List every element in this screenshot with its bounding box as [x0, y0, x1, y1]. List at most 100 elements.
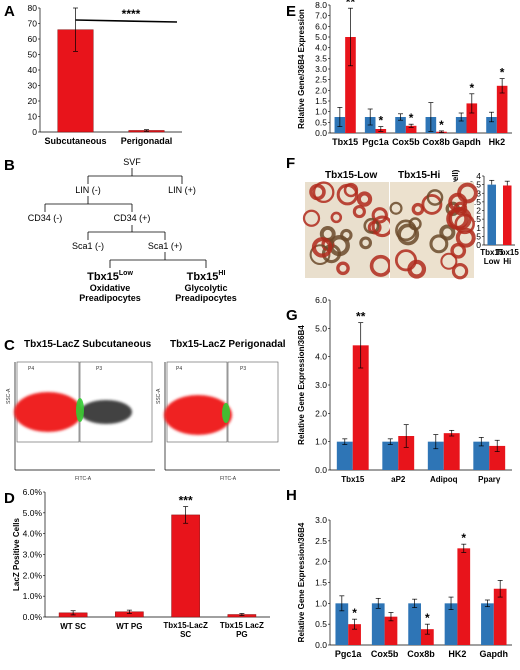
significance-label: *	[461, 531, 466, 545]
micrograph-tbx15-low	[302, 181, 394, 278]
flow-red-cluster-pg	[164, 395, 232, 435]
tree-node-oxidative-preadipocytes: Preadipocytes	[79, 293, 141, 303]
significance-label: **	[356, 310, 366, 324]
category-label: Subcutaneous	[44, 136, 106, 146]
flow-black-cluster-sc	[80, 400, 132, 424]
category-label: Pgc1a	[362, 137, 390, 147]
lipid-droplet-cell	[389, 201, 403, 215]
y-axis-title: LacZ Positive Cells	[12, 517, 21, 590]
y-tick-label: 0	[32, 127, 37, 137]
lipid-droplet-cell	[302, 209, 321, 227]
micrograph-tbx15-hi	[389, 182, 478, 280]
flow-gate-right-pg	[227, 361, 279, 443]
flow-red-cluster-sc	[14, 392, 82, 432]
flow-green-gate-pg	[222, 403, 230, 423]
lipid-droplet-cell	[330, 211, 343, 224]
lipid-droplet-cell	[311, 237, 333, 258]
significance-label: *	[439, 118, 444, 132]
tree-node-sca1-pos: Sca1 (+)	[148, 241, 182, 251]
flow-gate-label-p4-sc: P4	[28, 366, 34, 372]
tree-node-lin-neg: LIN (-)	[75, 185, 101, 195]
y-tick-label: 6.0	[315, 295, 327, 305]
y-axis-title: Relative Gene Expression/36B4	[297, 522, 306, 642]
lipid-droplet-cell	[421, 193, 443, 215]
panel-label-c: C	[4, 337, 15, 354]
y-tick-label: 30	[28, 81, 38, 91]
lipid-droplet-cell	[369, 254, 392, 277]
tree-node-tbx15-low-base: Tbx15	[87, 271, 119, 283]
y-tick-label: 1.0%	[23, 591, 43, 601]
tree-node-lin-pos: LIN (+)	[168, 185, 196, 195]
lipid-droplet-cell	[363, 217, 380, 234]
bar	[489, 445, 506, 470]
category-label: WT SC	[60, 622, 86, 631]
chart-g: 0.0 1.0 2.0 3.0 4.0 5.0 6.0 Relative Gene Expre…	[297, 295, 512, 484]
bar	[487, 184, 497, 245]
panel-label-g: G	[286, 307, 298, 324]
flow-x-axis-sc: FITC-A	[75, 476, 92, 482]
tree-node-svf: SVF	[123, 157, 141, 167]
y-tick-label: 50	[28, 50, 38, 60]
lipid-droplet-cell	[343, 182, 359, 198]
y-tick-label: 1.5	[315, 578, 327, 588]
significance-label: ***	[179, 494, 193, 508]
flow-title-perigonadal: Tbx15-LacZ Perigonadal	[170, 339, 286, 350]
category-label: Adipoq	[430, 475, 458, 484]
lipid-droplet-cell	[352, 205, 366, 219]
lipid-droplet-cell	[451, 262, 469, 280]
category-label: Low	[484, 257, 501, 266]
y-tick-label: 0.0	[315, 640, 327, 650]
bar	[473, 441, 490, 470]
bar	[352, 345, 369, 470]
y-axis-title: Relative Gene/36B4 Expression	[297, 9, 306, 129]
y-tick-label: 5.0	[315, 323, 327, 333]
y-tick-label: 2.0%	[23, 570, 43, 580]
significance-label: *	[352, 606, 357, 620]
lipid-droplet-cell	[455, 227, 476, 248]
bar	[382, 441, 399, 470]
chart-a: 0 10 20 30 40 50 60 70 80 Subcutaneous Perigonadal…	[28, 3, 182, 146]
y-tick-label: 4.0%	[23, 529, 43, 539]
lipid-droplet-cell	[336, 261, 350, 276]
lipid-droplet-cell	[426, 189, 444, 206]
lipid-droplet-cell	[356, 191, 373, 207]
category-label: Tbx15	[480, 248, 504, 257]
flow-gate-label-p3-pg: P3	[240, 366, 246, 372]
category-label: Gapdh	[480, 649, 509, 659]
category-label: Pgc1a	[335, 649, 363, 659]
lipid-droplet-cell	[359, 236, 373, 250]
y-tick-label: 2.5	[315, 536, 327, 546]
bar	[466, 103, 478, 133]
image-title-tbx15-hi: Tbx15-Hi	[398, 170, 440, 181]
y-tick-label: 6.0%	[23, 487, 43, 497]
y-tick-label: 3.5	[315, 53, 327, 63]
y-tick-label: 0.5	[315, 117, 327, 127]
bar	[443, 433, 460, 470]
y-tick-label: 1.0	[315, 437, 327, 447]
panel-label-b: B	[4, 157, 15, 174]
category-label: Perigonadal	[121, 136, 173, 146]
panel-label-a: A	[4, 3, 15, 20]
category-label: Pparγ	[478, 475, 501, 484]
panel-label-f: F	[286, 155, 295, 172]
tree-node-cd34-neg: CD34 (-)	[28, 213, 63, 223]
tree-node-tbx15-low: Tbx15Low	[87, 270, 133, 283]
bar	[457, 548, 471, 645]
bar	[421, 629, 434, 645]
significance-label: *	[469, 81, 474, 95]
category-label: Cox5b	[371, 649, 399, 659]
tree-node-tbx15-hi-base: Tbx15	[187, 271, 219, 283]
y-tick-label: 0.0	[315, 465, 327, 475]
bar	[502, 185, 512, 245]
y-tick-label: 0	[476, 240, 481, 250]
bar	[496, 85, 508, 133]
lipid-droplet-cell	[439, 224, 456, 241]
bar	[405, 125, 417, 133]
bar	[171, 514, 200, 618]
category-label: Tbx15	[341, 475, 365, 484]
y-tick-label: 1	[476, 223, 481, 233]
tree-node-glycolytic-preadipocytes: Preadipocytes	[175, 293, 237, 303]
y-tick-label: 2	[476, 206, 481, 216]
y-tick-label: 8.0	[315, 0, 327, 10]
y-tick-label: 40	[28, 65, 38, 75]
